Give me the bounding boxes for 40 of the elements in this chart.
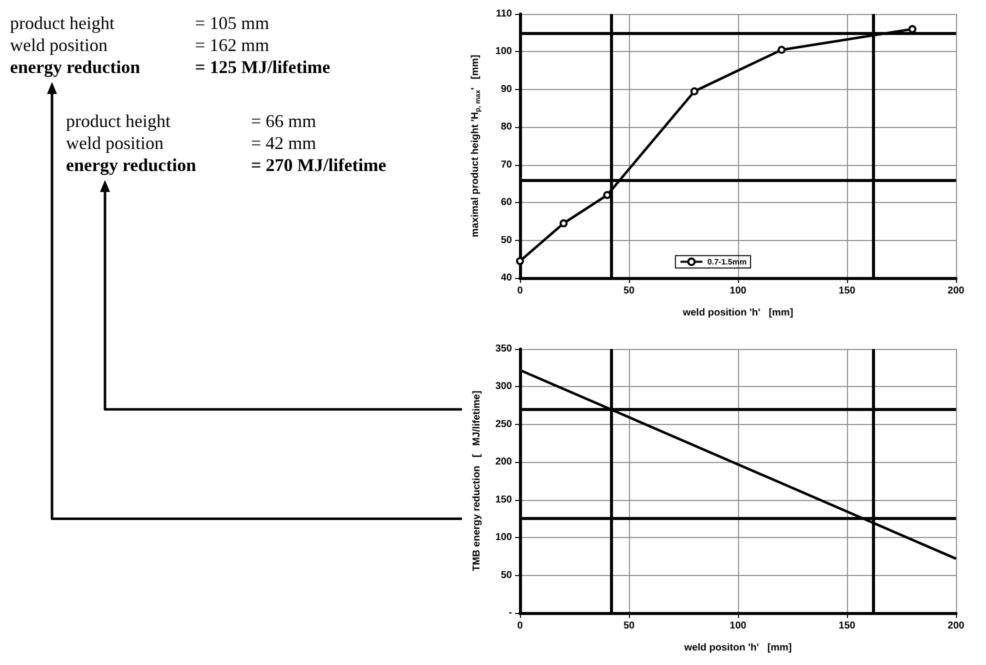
y-tick-label: 110 xyxy=(496,8,512,20)
text: energy reduction = 125 MJ/lifetime xyxy=(10,57,330,77)
x-tick-label: 200 xyxy=(948,286,965,296)
y-tick-label: 60 xyxy=(500,197,512,208)
x-tick-label: 150 xyxy=(838,620,856,632)
text: product height = 105 mm xyxy=(10,13,270,33)
legend-label: 0.7-1.5mm xyxy=(707,257,747,266)
x-axis-title: weld position 'h' [mm] xyxy=(682,308,794,318)
y-tick-label: 100 xyxy=(495,46,512,58)
text: product height = 66 mm xyxy=(66,111,316,131)
y-tick-label: 350 xyxy=(495,344,512,354)
y-tick-label: 70 xyxy=(500,159,512,170)
x-tick-label: 100 xyxy=(730,286,747,296)
point xyxy=(690,87,698,96)
y-tick-label: 80 xyxy=(500,122,512,133)
y-tick-label: 50 xyxy=(500,234,512,246)
y-tick-label: 300 xyxy=(495,381,512,392)
y-tick-label: 100 xyxy=(495,532,512,544)
y-tick-label: - xyxy=(508,608,512,618)
point xyxy=(778,46,786,54)
point xyxy=(516,257,524,266)
x-tick-label: 50 xyxy=(623,620,635,632)
text: weld position = 42 mm xyxy=(66,133,316,153)
text: energy reduction = 270 MJ/lifetime xyxy=(66,155,386,175)
x-tick-label: 200 xyxy=(948,620,965,632)
y-tick-label: 150 xyxy=(495,494,512,506)
y-tick-label: 90 xyxy=(500,84,512,95)
y-tick-label: 40 xyxy=(500,272,512,284)
x-tick-label: 0 xyxy=(517,286,524,296)
x-tick-label: 50 xyxy=(623,286,635,296)
y-tick-label: 250 xyxy=(495,418,512,430)
y-tick-label: 200 xyxy=(495,456,512,468)
x-tick-label: 100 xyxy=(730,620,747,632)
y-tick-label: 50 xyxy=(500,570,512,581)
x-tick-label: 150 xyxy=(838,286,856,296)
x-axis-title: weld positon 'h' [mm] xyxy=(683,642,792,654)
point xyxy=(560,219,568,228)
y-axis-title: TMB energy reduction [ MJ/lifetime] xyxy=(472,390,482,572)
text: weld position = 162 mm xyxy=(10,35,270,55)
x-tick-label: 0 xyxy=(517,620,524,632)
